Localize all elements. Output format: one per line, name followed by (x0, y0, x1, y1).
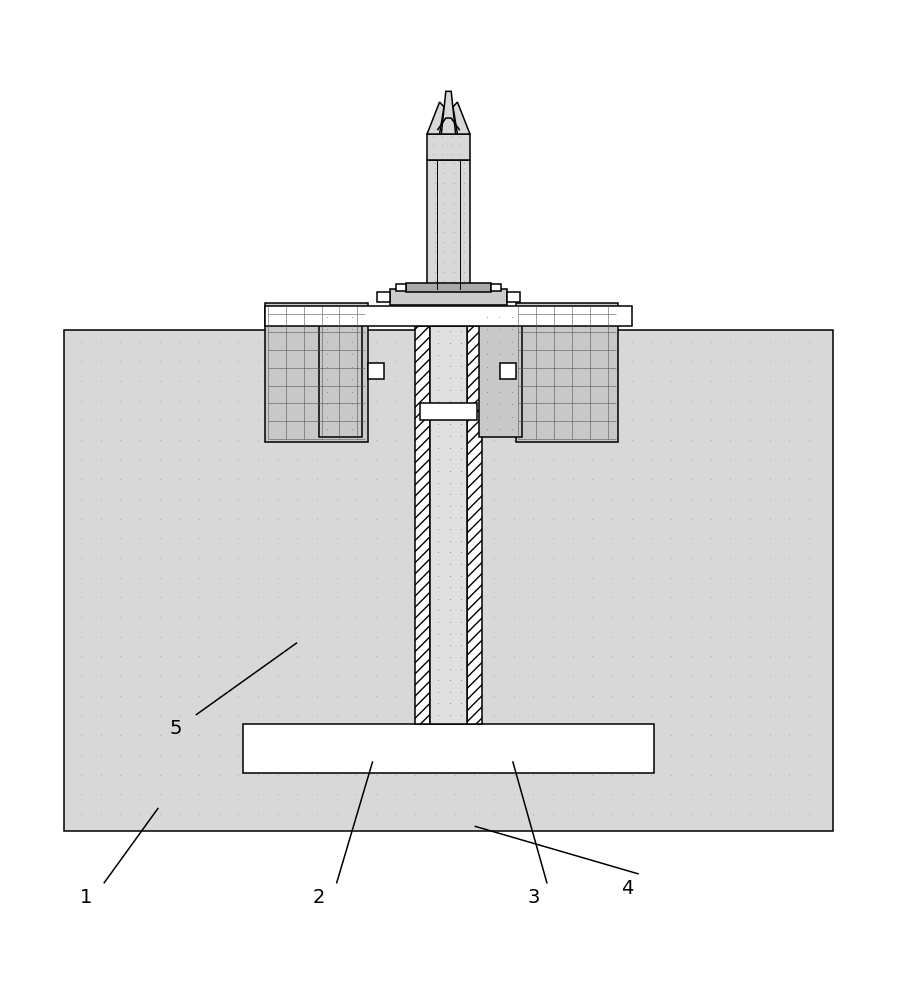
Bar (479, 308, 522, 437)
Bar (243, 724, 654, 773)
Bar (415, 326, 430, 724)
Text: 4: 4 (621, 879, 633, 898)
Bar (491, 284, 501, 291)
Bar (507, 292, 520, 302)
Bar (427, 134, 470, 160)
Bar (427, 160, 470, 289)
Bar (430, 326, 467, 724)
Bar (516, 303, 618, 442)
Bar (396, 284, 406, 291)
Bar (266, 303, 368, 442)
Bar (318, 308, 361, 437)
Bar (368, 363, 384, 379)
Text: 2: 2 (313, 888, 325, 907)
Polygon shape (427, 102, 444, 134)
Bar (390, 289, 507, 305)
Bar (406, 283, 491, 292)
Bar (266, 306, 631, 326)
Polygon shape (441, 91, 456, 134)
Text: 5: 5 (170, 719, 182, 738)
Bar (420, 403, 477, 420)
Bar (467, 326, 482, 724)
Text: 3: 3 (527, 888, 540, 907)
Bar (377, 292, 390, 302)
Bar (64, 330, 833, 831)
Polygon shape (453, 102, 470, 134)
Bar (501, 363, 517, 379)
Text: 1: 1 (80, 888, 92, 907)
